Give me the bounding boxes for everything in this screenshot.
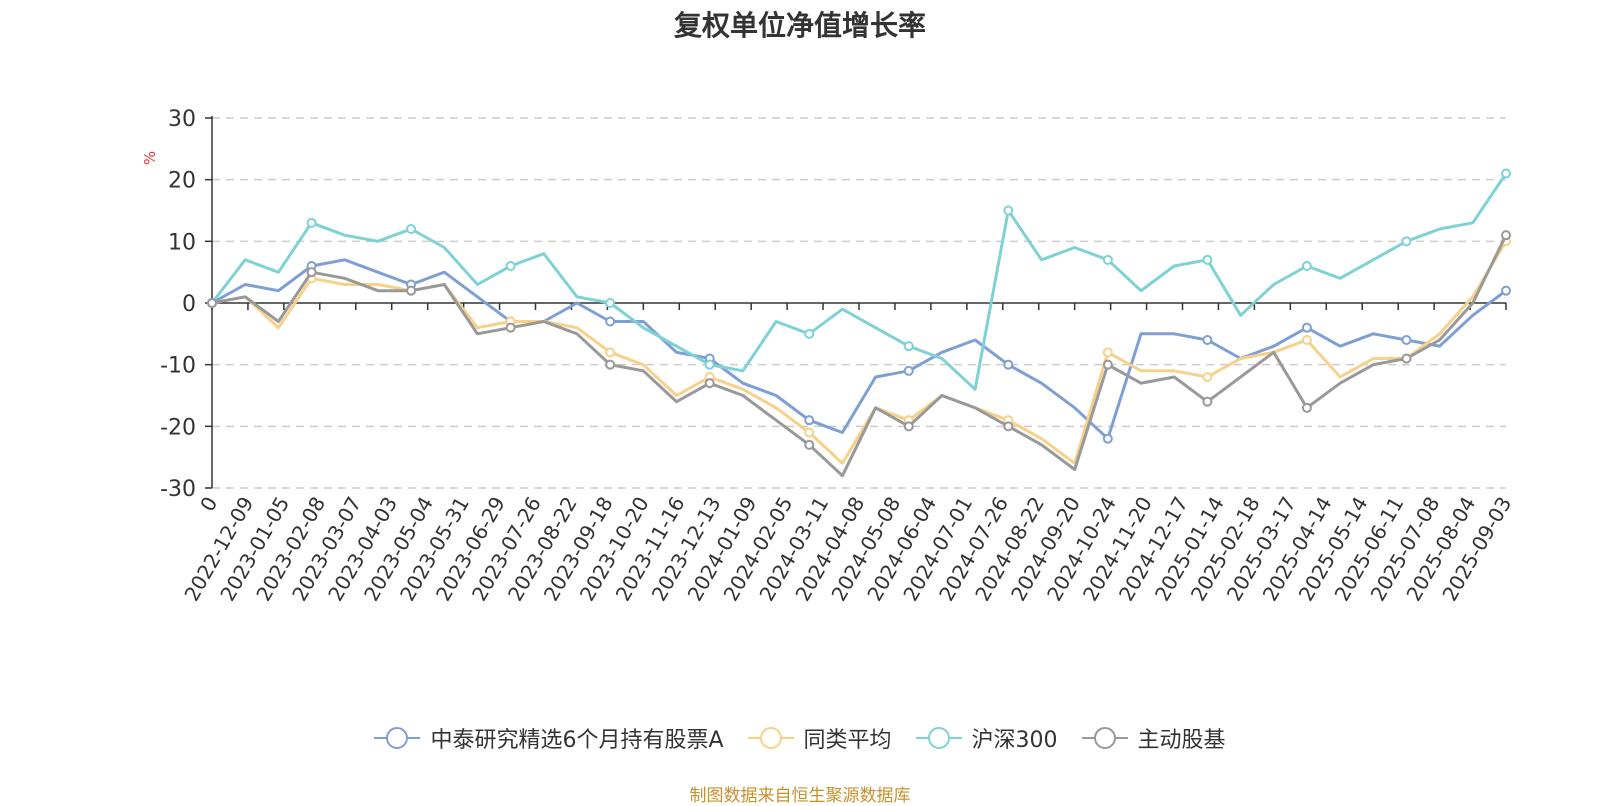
series-point bbox=[1003, 421, 1014, 432]
series-point bbox=[1301, 261, 1312, 271]
series-point bbox=[903, 341, 914, 352]
legend-label: 中泰研究精选6个月持有股票A bbox=[430, 728, 724, 753]
series-point bbox=[1401, 236, 1412, 247]
legend-swatch bbox=[747, 726, 794, 750]
series-point bbox=[306, 217, 317, 228]
series-point bbox=[207, 298, 217, 308]
y-tick-label: -10 bbox=[160, 354, 196, 379]
series-point bbox=[804, 415, 815, 426]
legend-item[interactable]: 中泰研究精选6个月持有股票A bbox=[374, 722, 724, 754]
legend-swatch bbox=[915, 726, 962, 750]
y-tick-label: 10 bbox=[168, 230, 196, 255]
legend: 中泰研究精选6个月持有股票A 同类平均 沪深300 主动股基 bbox=[0, 722, 1600, 754]
y-tick-label: 0 bbox=[182, 292, 196, 317]
source-note: 制图数据来自恒生聚源数据库 bbox=[689, 786, 911, 806]
series-point bbox=[1102, 254, 1113, 265]
series-line bbox=[210, 172, 1508, 391]
y-tick-label: -20 bbox=[160, 415, 196, 440]
legend-label: 同类平均 bbox=[803, 728, 892, 753]
series-point bbox=[1301, 402, 1312, 413]
series-point bbox=[1102, 347, 1113, 358]
legend-label: 主动股基 bbox=[1137, 728, 1226, 753]
y-tick-label: 30 bbox=[168, 107, 196, 132]
legend-swatch bbox=[1081, 726, 1128, 750]
y-tick-label: -30 bbox=[160, 477, 196, 502]
series-point bbox=[804, 328, 815, 339]
series-point bbox=[1501, 285, 1511, 296]
legend-label: 沪深300 bbox=[971, 728, 1058, 753]
series-point bbox=[406, 285, 417, 296]
series-point bbox=[1301, 322, 1312, 333]
series-point bbox=[903, 421, 914, 432]
series-point bbox=[704, 359, 715, 370]
series-point bbox=[306, 267, 317, 278]
series-point bbox=[1501, 168, 1511, 179]
series-point bbox=[1301, 335, 1312, 345]
series-point bbox=[1003, 359, 1014, 370]
series-point bbox=[605, 316, 616, 327]
series-point bbox=[804, 439, 815, 450]
chart-title: 复权单位净值增长率 bbox=[673, 9, 926, 42]
series-point bbox=[903, 365, 914, 376]
legend-item[interactable]: 主动股基 bbox=[1081, 722, 1226, 754]
y-axis-label: % bbox=[141, 151, 159, 165]
series-line bbox=[211, 258, 1507, 441]
x-tick-label: 0 bbox=[195, 493, 222, 516]
legend-item[interactable]: 沪深300 bbox=[915, 722, 1058, 754]
series-point bbox=[1202, 396, 1213, 407]
legend-swatch bbox=[374, 726, 421, 750]
series-point bbox=[1202, 372, 1213, 382]
series-point bbox=[505, 322, 516, 333]
series-point bbox=[406, 224, 417, 234]
series-point bbox=[1003, 205, 1014, 216]
chart-plot: 3020100-10-20-30%02022-12-092023-01-0520… bbox=[141, 107, 1516, 605]
legend-item[interactable]: 同类平均 bbox=[747, 722, 892, 754]
series-point bbox=[505, 261, 516, 271]
series-line bbox=[211, 240, 1508, 465]
series-point bbox=[605, 347, 616, 358]
series-point bbox=[1102, 359, 1113, 370]
series-point bbox=[1401, 353, 1412, 364]
series-point bbox=[1501, 230, 1511, 241]
series-point bbox=[1401, 335, 1412, 345]
series-point bbox=[1202, 335, 1213, 345]
series-line bbox=[211, 234, 1508, 478]
y-tick-label: 20 bbox=[168, 169, 196, 194]
series-point bbox=[605, 359, 616, 370]
series-point bbox=[1202, 254, 1213, 265]
series-point bbox=[605, 298, 616, 308]
series-point bbox=[804, 427, 815, 438]
series-point bbox=[704, 378, 715, 389]
series-point bbox=[1102, 433, 1113, 444]
